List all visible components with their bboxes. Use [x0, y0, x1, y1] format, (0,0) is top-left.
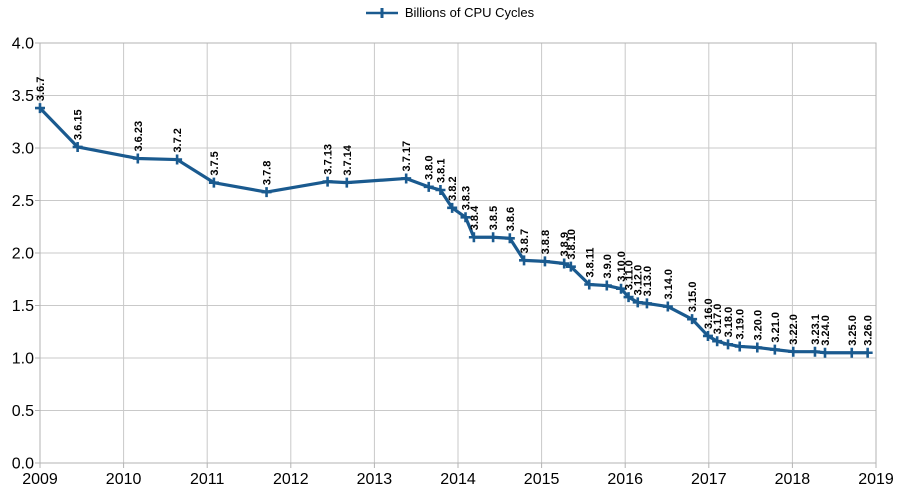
data-point-label: 3.22.0	[788, 314, 800, 345]
x-tick-label: 2012	[273, 471, 309, 488]
data-point-label: 3.8.9	[559, 232, 571, 256]
series-line-plus-marker-icon	[365, 7, 398, 18]
data-point-label: 3.11.0	[624, 260, 636, 290]
data-point-label: 3.19.0	[735, 309, 747, 340]
y-tick-label: 2.0	[12, 246, 34, 263]
data-point-markers	[35, 103, 873, 358]
data-point-label: 3.24.0	[820, 315, 832, 346]
plot-border	[39, 42, 877, 464]
y-tick-label: 0.0	[12, 456, 34, 473]
data-point-label: 3.20.0	[752, 310, 764, 341]
x-tick-label: 2018	[775, 471, 811, 488]
data-point-label: 3.8.4	[469, 205, 481, 230]
chart-legend: Billions of CPU Cycles	[0, 0, 899, 25]
legend-label: Billions of CPU Cycles	[404, 5, 535, 20]
data-point-label: 3.8.2	[447, 176, 459, 200]
data-point-label: 3.7.14	[342, 144, 354, 175]
y-tick-label: 1.0	[12, 351, 34, 368]
x-tick-label: 2019	[858, 471, 894, 488]
data-point-label: 3.16.0	[703, 298, 715, 329]
data-point-label: 3.10.0	[616, 251, 628, 282]
y-tick-label: 4.0	[12, 36, 34, 53]
data-point-label: 3.7.8	[262, 161, 274, 185]
data-point-label: 3.7.2	[172, 128, 184, 152]
data-point-label: 3.8.5	[488, 206, 500, 230]
data-point-label: 3.13.0	[642, 266, 654, 297]
x-tick-label: 2011	[190, 471, 225, 488]
data-point-label: 3.12.0	[633, 265, 645, 296]
data-point-label: 3.6.23	[133, 121, 145, 152]
data-point-label: 3.8.10	[566, 229, 578, 260]
data-point-label: 3.17.0	[712, 304, 724, 335]
data-point-label: 3.8.3	[461, 186, 473, 210]
data-point-label: 3.8.0	[424, 155, 436, 179]
y-tick-label: 3.0	[12, 141, 34, 158]
x-tick-label: 2010	[106, 471, 142, 488]
data-point-label: 3.25.0	[847, 315, 859, 346]
data-point-label: 3.6.15	[73, 109, 85, 140]
x-tick-label: 2014	[440, 471, 476, 488]
data-point-label: 3.9.0	[602, 254, 614, 278]
x-tick-label: 2016	[607, 471, 643, 488]
data-point-label: 3.7.5	[209, 151, 221, 175]
y-tick-label: 2.5	[12, 193, 34, 210]
x-tick-label: 2017	[691, 471, 727, 488]
y-tick-label: 1.5	[12, 298, 34, 315]
data-point-label: 3.8.8	[540, 230, 552, 254]
data-point-label: 3.7.17	[401, 141, 413, 172]
data-point-label: 3.7.13	[323, 144, 335, 175]
data-point-label: 3.23.1	[810, 314, 822, 345]
data-point-label: 3.8.6	[505, 207, 517, 231]
data-point-label: 3.6.7	[35, 77, 47, 101]
x-tick-label: 2009	[22, 471, 58, 488]
data-point-label: 3.26.0	[863, 315, 875, 346]
data-point-label: 3.18.0	[723, 307, 735, 338]
data-point-label: 3.21.0	[770, 312, 782, 343]
x-tick-label: 2013	[357, 471, 393, 488]
y-tick-label: 0.5	[12, 403, 34, 420]
data-point-label: 3.8.11	[584, 248, 596, 278]
data-point-label: 3.14.0	[663, 269, 675, 300]
y-tick-label: 3.5	[12, 88, 34, 105]
data-point-label: 3.8.7	[519, 229, 531, 253]
x-tick-label: 2015	[524, 471, 560, 488]
data-point-label: 3.15.0	[687, 282, 699, 313]
data-point-label: 3.8.1	[435, 159, 447, 183]
